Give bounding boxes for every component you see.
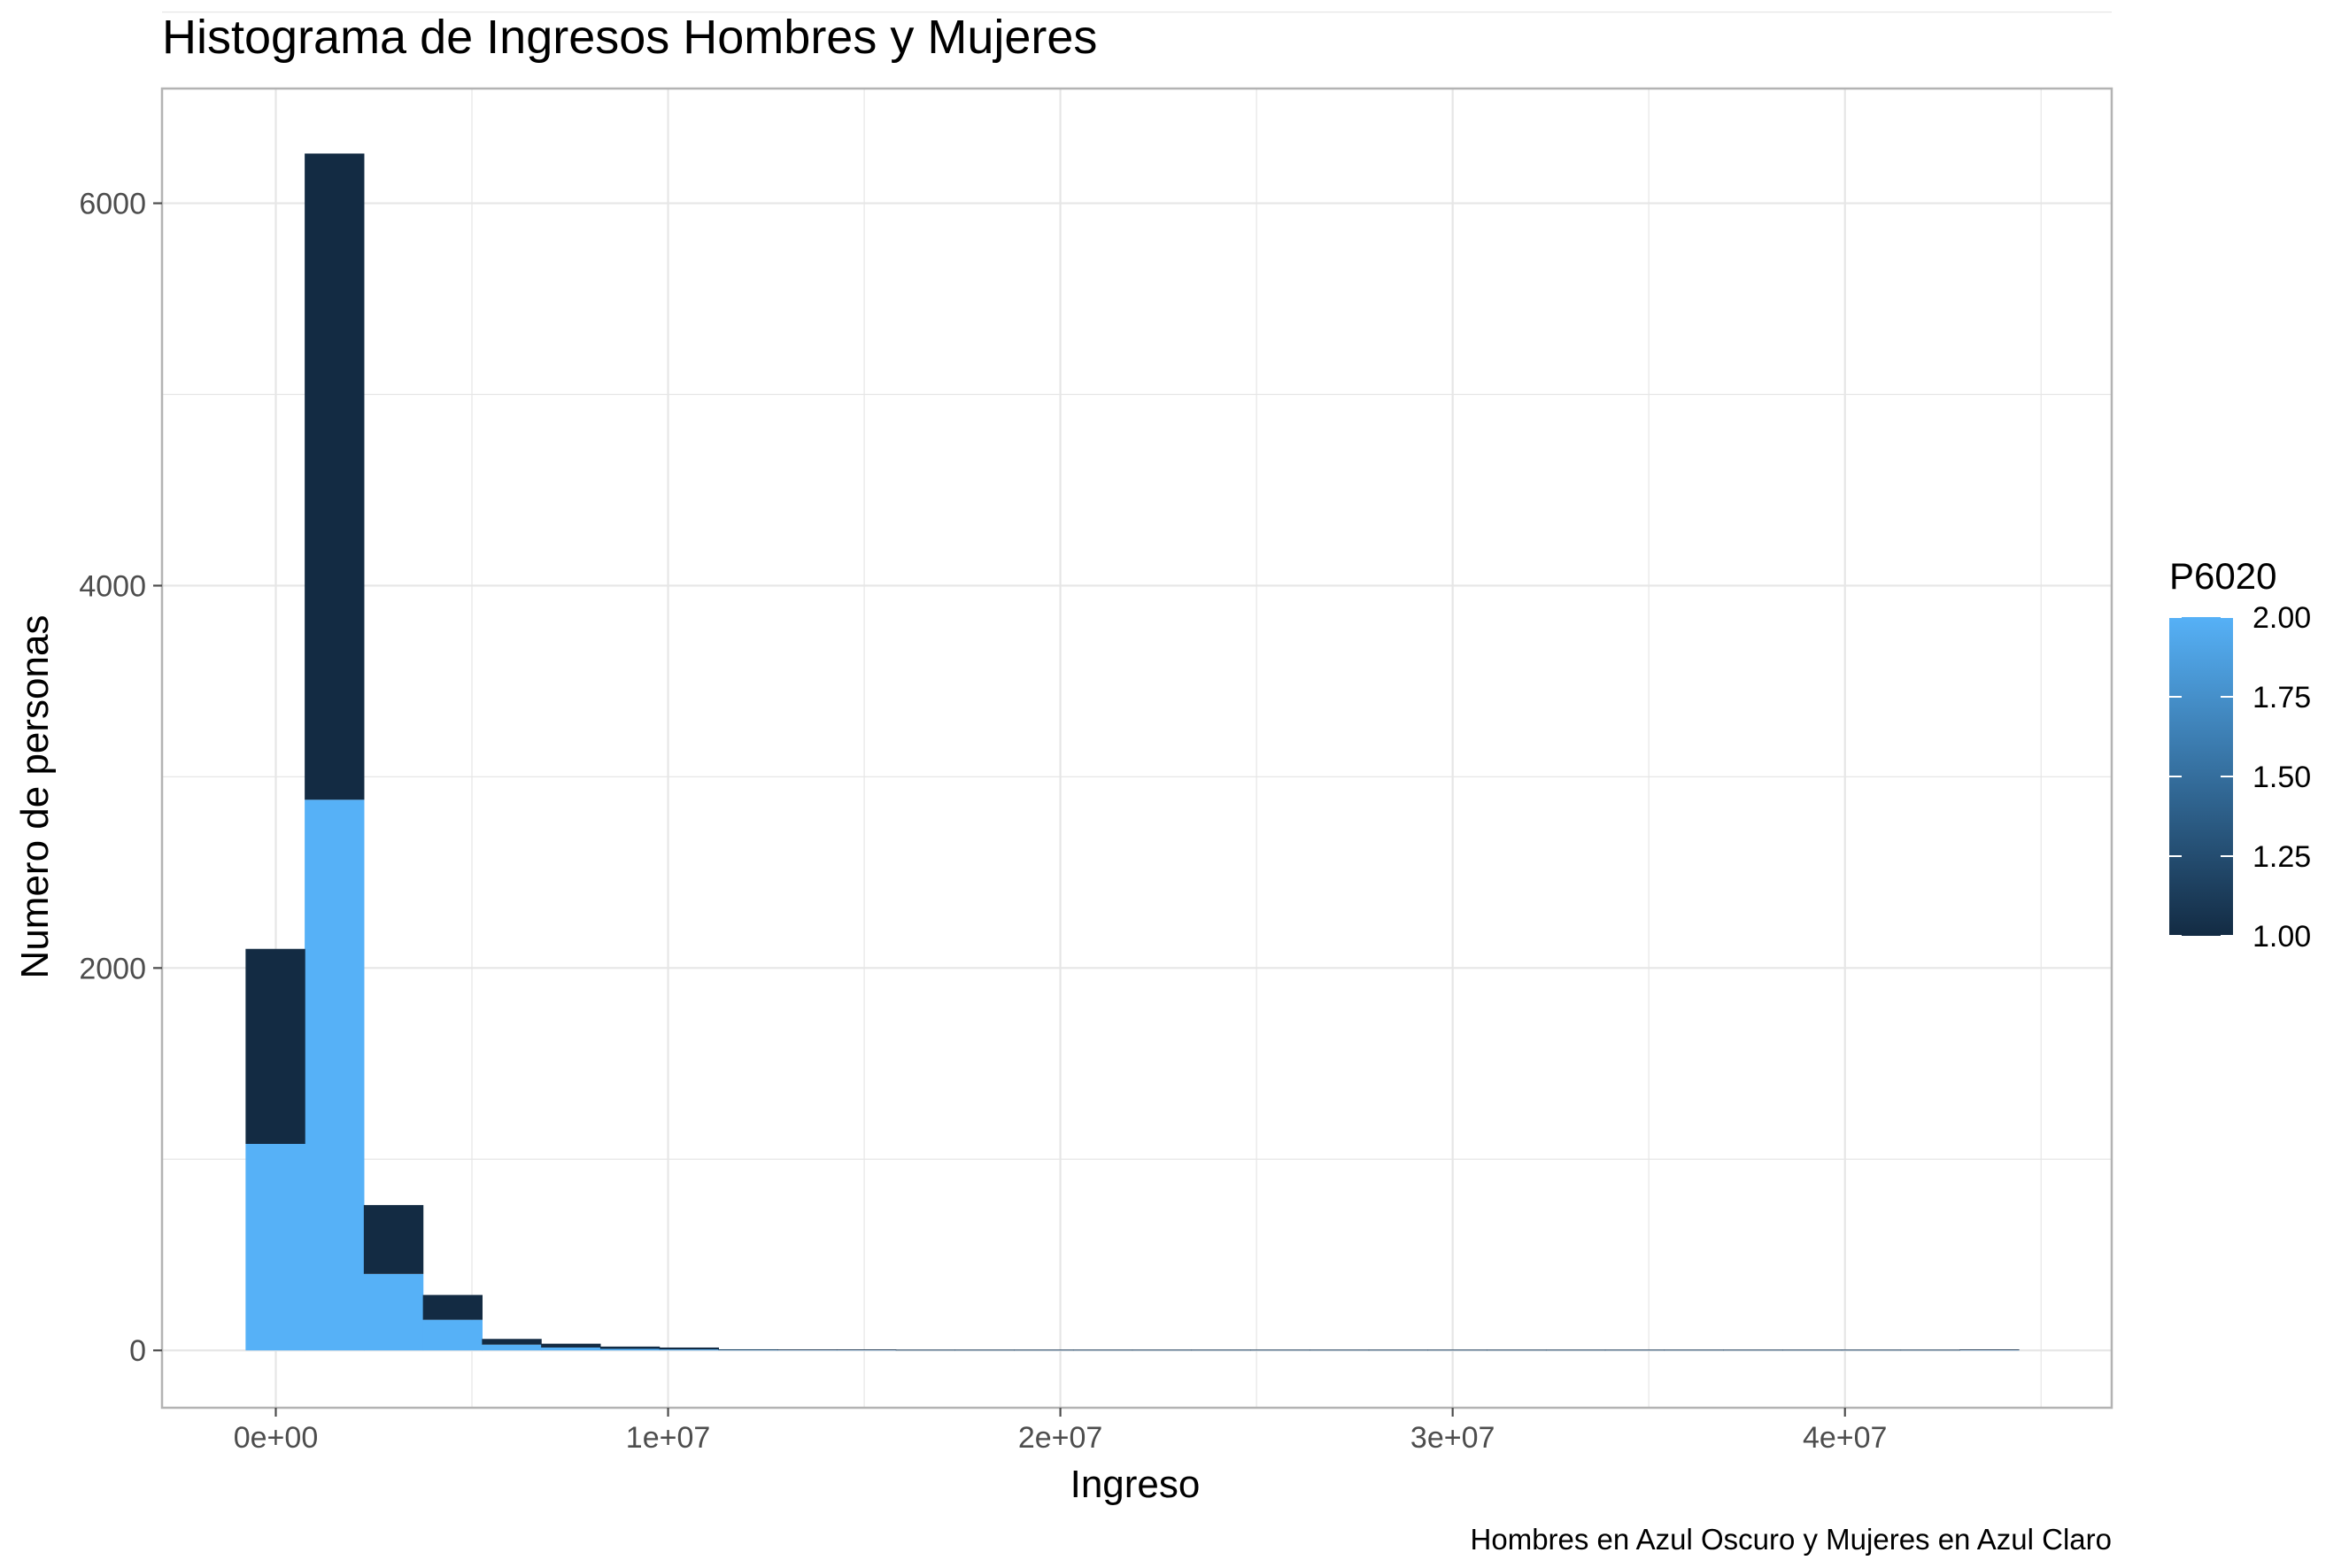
x-axis: 0e+00 1e+07 2e+07 3e+07 4e+07 (234, 1408, 1888, 1455)
histogram-bar (541, 1343, 601, 1348)
histogram-bar (1723, 1349, 1783, 1351)
legend-ticks: 1.00 1.25 1.50 1.75 2.00 (2169, 601, 2311, 954)
histogram-bar (363, 1205, 424, 1274)
x-tick-label: 3e+07 (1410, 1421, 1495, 1455)
histogram-bar (422, 1319, 483, 1351)
y-tick-label: 2000 (79, 952, 146, 985)
histogram-bar (1309, 1349, 1370, 1351)
y-tick-label: 6000 (79, 188, 146, 221)
legend-tick-label: 1.75 (2252, 681, 2311, 714)
histogram-bar (305, 153, 365, 800)
y-axis: 0 2000 4000 6000 (79, 188, 162, 1368)
x-axis-title: Ingreso (1070, 1463, 1201, 1506)
histogram-bar (363, 1273, 424, 1351)
histogram-bar (659, 1349, 720, 1351)
legend-tick-label: 1.25 (2252, 840, 2311, 874)
y-tick-label: 0 (129, 1334, 146, 1368)
histogram-bar (1191, 1349, 1251, 1351)
histogram-bar (245, 1144, 305, 1351)
histogram-bar (1604, 1349, 1665, 1351)
histogram-bar (1781, 1349, 1843, 1351)
histogram-bar (718, 1348, 778, 1350)
histogram-bar (422, 1294, 483, 1320)
histogram-bar (1664, 1349, 1724, 1351)
x-tick-label: 1e+07 (626, 1421, 711, 1455)
histogram-bar (1545, 1349, 1606, 1351)
legend-tick-label: 1.00 (2252, 920, 2311, 954)
histogram-bar (541, 1347, 601, 1351)
legend-tick-label: 1.50 (2252, 761, 2311, 794)
histogram-bar (599, 1346, 661, 1349)
chart-title: Histograma de Ingresos Hombres y Mujeres (162, 11, 1097, 64)
x-tick-label: 2e+07 (1018, 1421, 1103, 1455)
gridlines (162, 12, 2112, 1408)
histogram-bar (836, 1349, 897, 1351)
chart-caption: Hombres en Azul Oscuro y Mujeres en Azul… (1471, 1523, 2112, 1556)
histogram-bar (1900, 1349, 1960, 1351)
histogram-bar (777, 1349, 838, 1351)
histogram-bar (599, 1348, 661, 1351)
histogram-bars (245, 153, 2020, 1351)
histogram-bar (1487, 1349, 1547, 1351)
x-tick-label: 4e+07 (1803, 1421, 1888, 1455)
histogram-bar (1427, 1349, 1487, 1351)
histogram-bar (1072, 1349, 1133, 1351)
histogram-bar (659, 1347, 720, 1350)
histogram-bar (895, 1349, 956, 1351)
histogram-bar (954, 1349, 1015, 1351)
legend-title: P6020 (2169, 555, 2276, 597)
histogram-bar (1250, 1349, 1310, 1351)
histogram-bar (245, 948, 305, 1144)
histogram-bar (1014, 1349, 1074, 1351)
histogram-bar (1368, 1349, 1429, 1351)
y-axis-title: Numero de personas (13, 615, 57, 979)
histogram-bar (482, 1339, 542, 1345)
histogram-bar (305, 799, 365, 1351)
histogram-bar (482, 1344, 542, 1351)
legend: P6020 1.00 1.25 1.50 1.75 2.00 (2169, 555, 2311, 954)
histogram-bar (718, 1349, 778, 1351)
histogram-bar (1841, 1349, 1902, 1351)
panel-border (160, 87, 2113, 1410)
y-tick-label: 4000 (79, 569, 146, 603)
x-tick-label: 0e+00 (234, 1421, 319, 1455)
histogram-bar (1132, 1349, 1193, 1351)
legend-tick-label: 2.00 (2252, 601, 2311, 635)
plot-panel (160, 12, 2113, 1410)
histogram-bar (1959, 1349, 2020, 1351)
